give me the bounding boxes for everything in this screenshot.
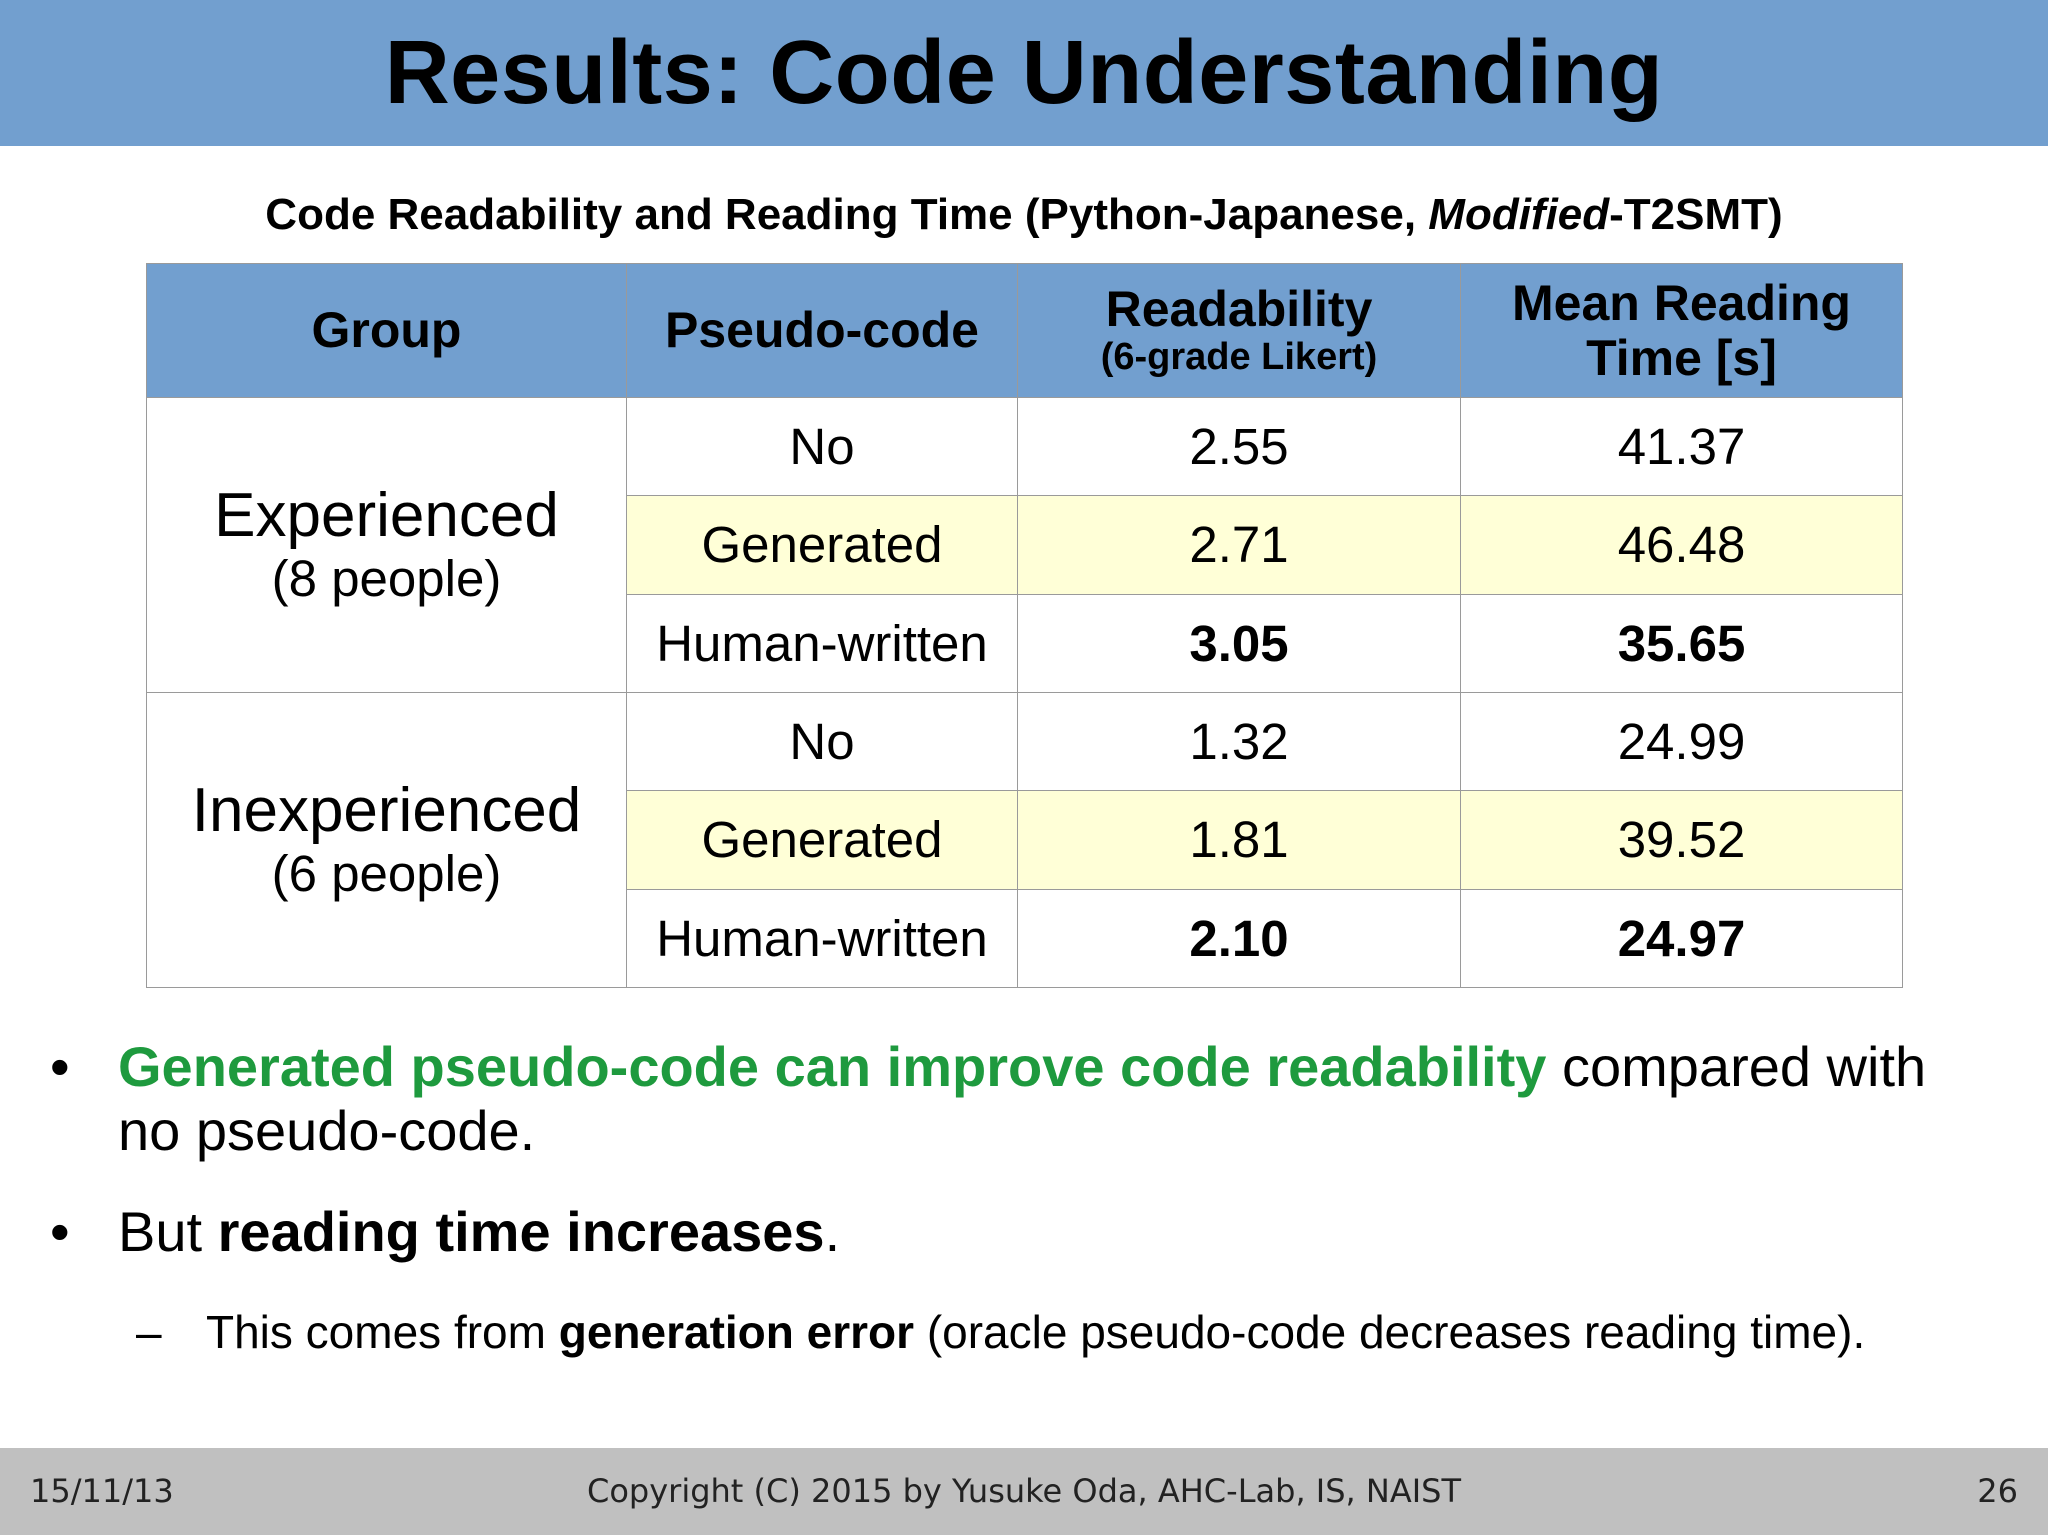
slide-title: Results: Code Understanding: [384, 22, 1664, 123]
group-cell-inexperienced: Inexperienced (6 people): [146, 691, 627, 989]
pseudo-code-cell: Generated: [626, 790, 1018, 890]
table-row: Experienced (8 people) No 2.55 41.37: [146, 396, 1903, 693]
sub-bullet-prefix: This comes from: [206, 1306, 559, 1358]
pseudo-code-cell: Generated: [626, 495, 1018, 595]
pseudo-code-cell: No: [626, 691, 1018, 792]
reading-time-cell: 39.52: [1460, 790, 1903, 890]
bullet-rest-line2: no pseudo-code.: [118, 1099, 536, 1162]
results-table: Group Pseudo-code Readability (6-grade L…: [146, 263, 1903, 989]
reading-time-cell: 35.65: [1460, 593, 1903, 693]
header-group: Group: [146, 263, 627, 398]
caption-suffix: -T2SMT): [1609, 190, 1783, 239]
bullet-text: Generated pseudo-code can improve code r…: [118, 1035, 1998, 1163]
readability-cell: 2.10: [1017, 888, 1461, 989]
caption-italic: Modified: [1428, 190, 1610, 239]
readability-cell: 1.32: [1017, 691, 1461, 792]
footer: 15/11/13 Copyright (C) 2015 by Yusuke Od…: [0, 1448, 2048, 1535]
reading-time-cell: 46.48: [1460, 495, 1903, 595]
group-name: Experienced: [214, 480, 559, 550]
group-count: (6 people): [271, 844, 502, 902]
table-header-row: Group Pseudo-code Readability (6-grade L…: [146, 263, 1903, 398]
pseudo-code-cell: Human-written: [626, 593, 1018, 693]
page-number: 26: [1977, 1472, 2018, 1510]
readability-cell: 1.81: [1017, 790, 1461, 890]
footer-copyright: Copyright (C) 2015 by Yusuke Oda, AHC-La…: [586, 1472, 1461, 1510]
header-time-line1: Mean Reading: [1512, 274, 1851, 331]
table-caption: Code Readability and Reading Time (Pytho…: [0, 190, 2048, 240]
reading-time-cell: 41.37: [1460, 396, 1903, 497]
table-row: Generated 1.81 39.52: [147, 790, 1903, 890]
title-bar: Results: Code Understanding: [0, 0, 2048, 146]
header-readability-sub: (6-grade Likert): [1100, 336, 1378, 379]
group-name: Inexperienced: [191, 775, 582, 845]
sub-bullet-suffix: (oracle pseudo-code decreases reading ti…: [914, 1306, 1866, 1358]
table-row: Human-written 3.05 35.65: [147, 593, 1903, 693]
reading-time-cell: 24.99: [1460, 691, 1903, 792]
table-row: Inexperienced (6 people) No 1.32 24.99: [146, 691, 1903, 989]
pseudo-code-cell: Human-written: [626, 888, 1018, 989]
readability-cell: 3.05: [1017, 593, 1461, 693]
bullet-highlight: Generated pseudo-code can improve code r…: [118, 1035, 1547, 1098]
table-row: Human-written 2.10 24.97: [147, 888, 1903, 989]
header-reading-time: Mean Reading Time [s]: [1460, 263, 1903, 398]
bullet-dot-icon: •: [50, 1200, 70, 1263]
readability-cell: 2.71: [1017, 495, 1461, 595]
bullet-prefix: But: [118, 1200, 218, 1263]
bullet-dot-icon: •: [50, 1035, 70, 1098]
header-pseudo-code: Pseudo-code: [626, 263, 1018, 398]
group-cell-experienced: Experienced (8 people): [146, 397, 627, 693]
caption-prefix: Code Readability and Reading Time (Pytho…: [265, 190, 1429, 239]
reading-time-cell: 24.97: [1460, 888, 1903, 989]
bullet-text: But reading time increases.: [118, 1200, 1998, 1264]
pseudo-code-cell: No: [626, 396, 1018, 497]
dash-icon: –: [136, 1306, 162, 1358]
bullet-bold: reading time increases: [217, 1200, 825, 1263]
table-row: Generated 2.71 46.48: [147, 495, 1903, 595]
sub-bullet-bold: generation error: [558, 1306, 915, 1358]
header-readability-label: Readability: [1105, 281, 1373, 338]
bullet-rest-line1: compared with: [1546, 1035, 1927, 1098]
bullet-suffix: .: [824, 1200, 841, 1263]
sub-bullet-text: This comes from generation error (oracle…: [206, 1305, 2006, 1359]
header-readability: Readability (6-grade Likert): [1017, 263, 1461, 398]
footer-date: 15/11/13: [30, 1472, 174, 1510]
group-count: (8 people): [271, 549, 502, 607]
header-time-line2: Time [s]: [1586, 329, 1777, 386]
readability-cell: 2.55: [1017, 396, 1461, 497]
